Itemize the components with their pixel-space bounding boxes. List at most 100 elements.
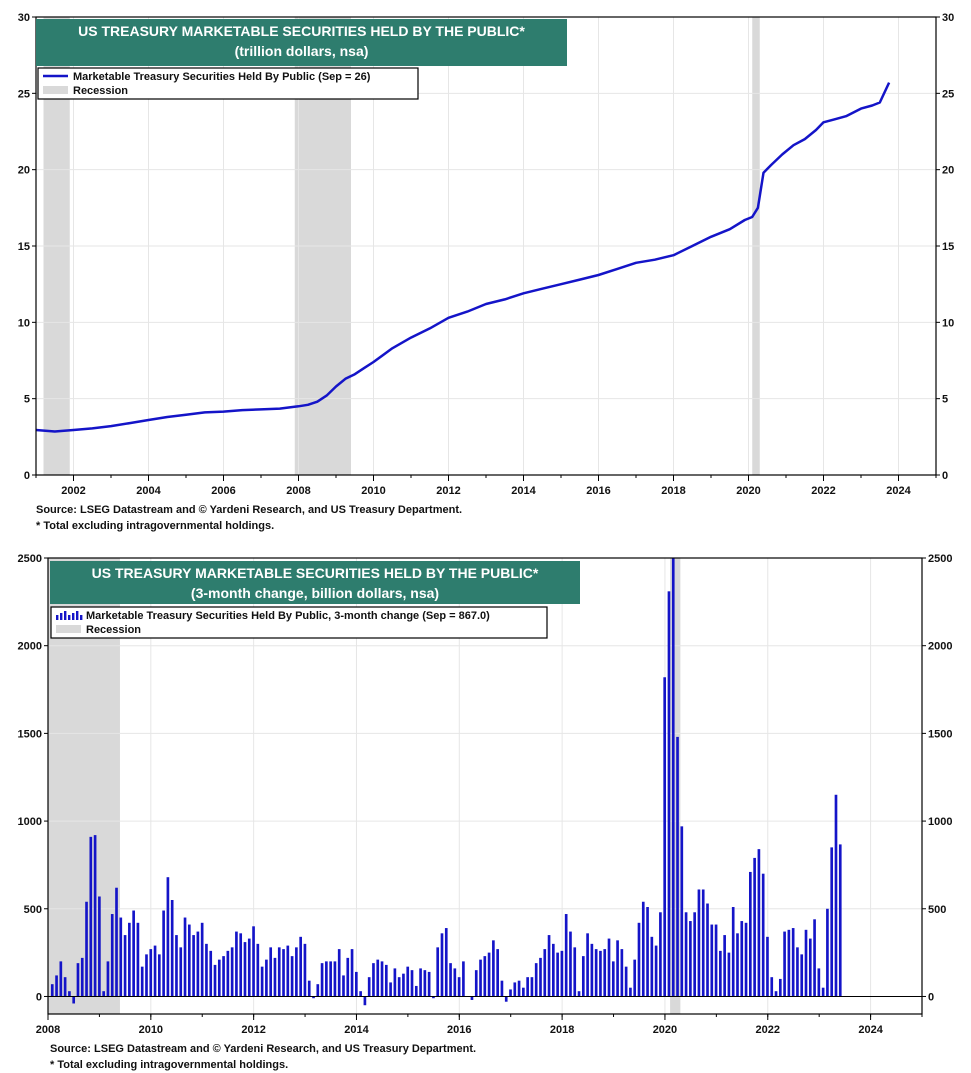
bar <box>123 935 127 997</box>
bar <box>804 929 808 997</box>
y-tick-label: 2500 <box>928 553 952 565</box>
plot-frame <box>47 557 923 1015</box>
y-tick-label: 25 <box>18 88 30 100</box>
bar <box>316 984 320 997</box>
bar <box>170 900 174 997</box>
bar <box>222 956 225 997</box>
bar <box>85 901 88 997</box>
bar <box>162 910 165 997</box>
bar <box>633 959 637 997</box>
bar <box>350 949 354 997</box>
change-chart: 0 0 500 500 1000 1000 1500 1500 2000 2000 2500 2500… <box>18 553 953 1036</box>
bar <box>766 936 769 997</box>
bar <box>637 922 641 997</box>
bar <box>453 968 457 997</box>
bar <box>355 971 358 997</box>
bar <box>449 963 452 997</box>
bar <box>380 961 384 997</box>
bar <box>774 991 778 997</box>
bar <box>757 849 761 997</box>
bar <box>727 952 731 997</box>
y-tick-label: 10 <box>18 317 30 329</box>
bar <box>329 961 332 997</box>
bar <box>714 924 718 997</box>
bar <box>667 591 671 997</box>
bar <box>744 922 748 997</box>
bar <box>723 935 726 997</box>
bar <box>624 966 628 997</box>
bar <box>611 961 615 997</box>
bar <box>363 996 367 1006</box>
bar <box>701 889 705 997</box>
legend-swatch-bar <box>64 611 67 620</box>
bar <box>693 912 696 997</box>
footnote-line: * Total excluding intragovernmental hold… <box>50 1059 289 1071</box>
bar <box>761 873 765 997</box>
bar <box>629 987 632 997</box>
bar <box>406 966 410 997</box>
legend-label-series: Marketable Treasury Securities Held By P… <box>86 610 490 622</box>
bar <box>200 922 204 997</box>
x-tick-label: 2008 <box>286 485 310 497</box>
chart-title: US TREASURY MARKETABLE SECURITIES HELD B… <box>92 565 539 581</box>
bar <box>432 996 435 999</box>
bar <box>826 908 829 997</box>
bar <box>55 975 58 997</box>
bar <box>342 975 345 997</box>
bar <box>749 871 752 997</box>
x-tick-label: 2020 <box>653 1024 677 1036</box>
bar <box>697 889 701 997</box>
bar <box>419 968 422 997</box>
bar <box>560 950 564 997</box>
bar <box>110 914 114 997</box>
y-tick-label: 500 <box>24 904 42 916</box>
legend-swatch-bar <box>56 615 59 620</box>
bar <box>265 959 268 997</box>
bar <box>436 947 440 997</box>
bar <box>534 963 538 997</box>
bar <box>564 914 568 997</box>
source-note: Source: LSEG Datastream and © Yardeni Re… <box>50 1041 476 1073</box>
bar <box>487 952 491 997</box>
bar <box>671 558 675 997</box>
bar <box>509 989 512 997</box>
bar <box>706 903 709 997</box>
bar <box>547 935 551 997</box>
bar <box>337 949 341 997</box>
title-box <box>50 561 580 604</box>
bar <box>205 943 208 997</box>
bar <box>783 931 786 997</box>
bar <box>539 957 542 997</box>
bar <box>136 922 140 997</box>
bar <box>59 961 63 997</box>
bar <box>175 935 178 997</box>
bar <box>307 980 311 997</box>
y-tick-label: 2000 <box>928 641 952 653</box>
bar <box>115 887 118 997</box>
legend-label-series: Marketable Treasury Securities Held By P… <box>73 71 371 83</box>
bar <box>68 991 71 997</box>
chart-subtitle: (trillion dollars, nsa) <box>235 43 369 59</box>
bar <box>72 996 76 1004</box>
bar <box>376 959 380 997</box>
bar <box>132 910 135 997</box>
bar <box>504 996 508 1002</box>
source-note: Source: LSEG Datastream and © Yardeni Re… <box>36 502 462 534</box>
bar <box>731 907 735 997</box>
bar <box>277 947 281 997</box>
bar <box>209 950 213 997</box>
legend-swatch-bar <box>80 615 83 620</box>
source-line: Source: LSEG Datastream and © Yardeni Re… <box>36 504 463 516</box>
bar <box>496 949 499 997</box>
bar <box>659 912 662 997</box>
legend-swatch-recession <box>56 625 81 633</box>
bar <box>834 794 838 997</box>
bar <box>817 968 821 997</box>
bar <box>740 921 744 997</box>
y-tick-label: 15 <box>942 241 954 253</box>
bar <box>149 949 153 997</box>
y-tick-label: 2000 <box>18 641 42 653</box>
x-tick-label: 2018 <box>661 485 685 497</box>
footnote-line: * Total excluding intragovernmental hold… <box>36 520 275 532</box>
x-tick-label: 2024 <box>886 485 911 497</box>
